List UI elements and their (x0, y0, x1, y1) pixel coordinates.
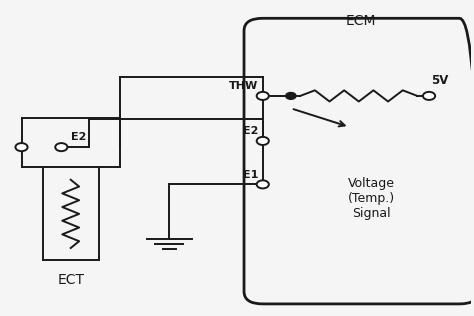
Text: Voltage
(Temp.)
Signal: Voltage (Temp.) Signal (347, 177, 394, 220)
Text: 5V: 5V (431, 74, 449, 87)
Circle shape (55, 143, 67, 151)
Circle shape (16, 143, 27, 151)
Text: ECT: ECT (57, 273, 84, 287)
Circle shape (257, 137, 269, 145)
Text: E1: E1 (243, 170, 258, 180)
Text: THW: THW (229, 81, 258, 91)
Text: E2: E2 (71, 132, 86, 143)
Circle shape (286, 93, 296, 99)
Circle shape (257, 180, 269, 188)
Text: E2: E2 (243, 126, 258, 136)
Circle shape (423, 92, 435, 100)
Text: ECM: ECM (346, 14, 376, 27)
Circle shape (257, 92, 269, 100)
